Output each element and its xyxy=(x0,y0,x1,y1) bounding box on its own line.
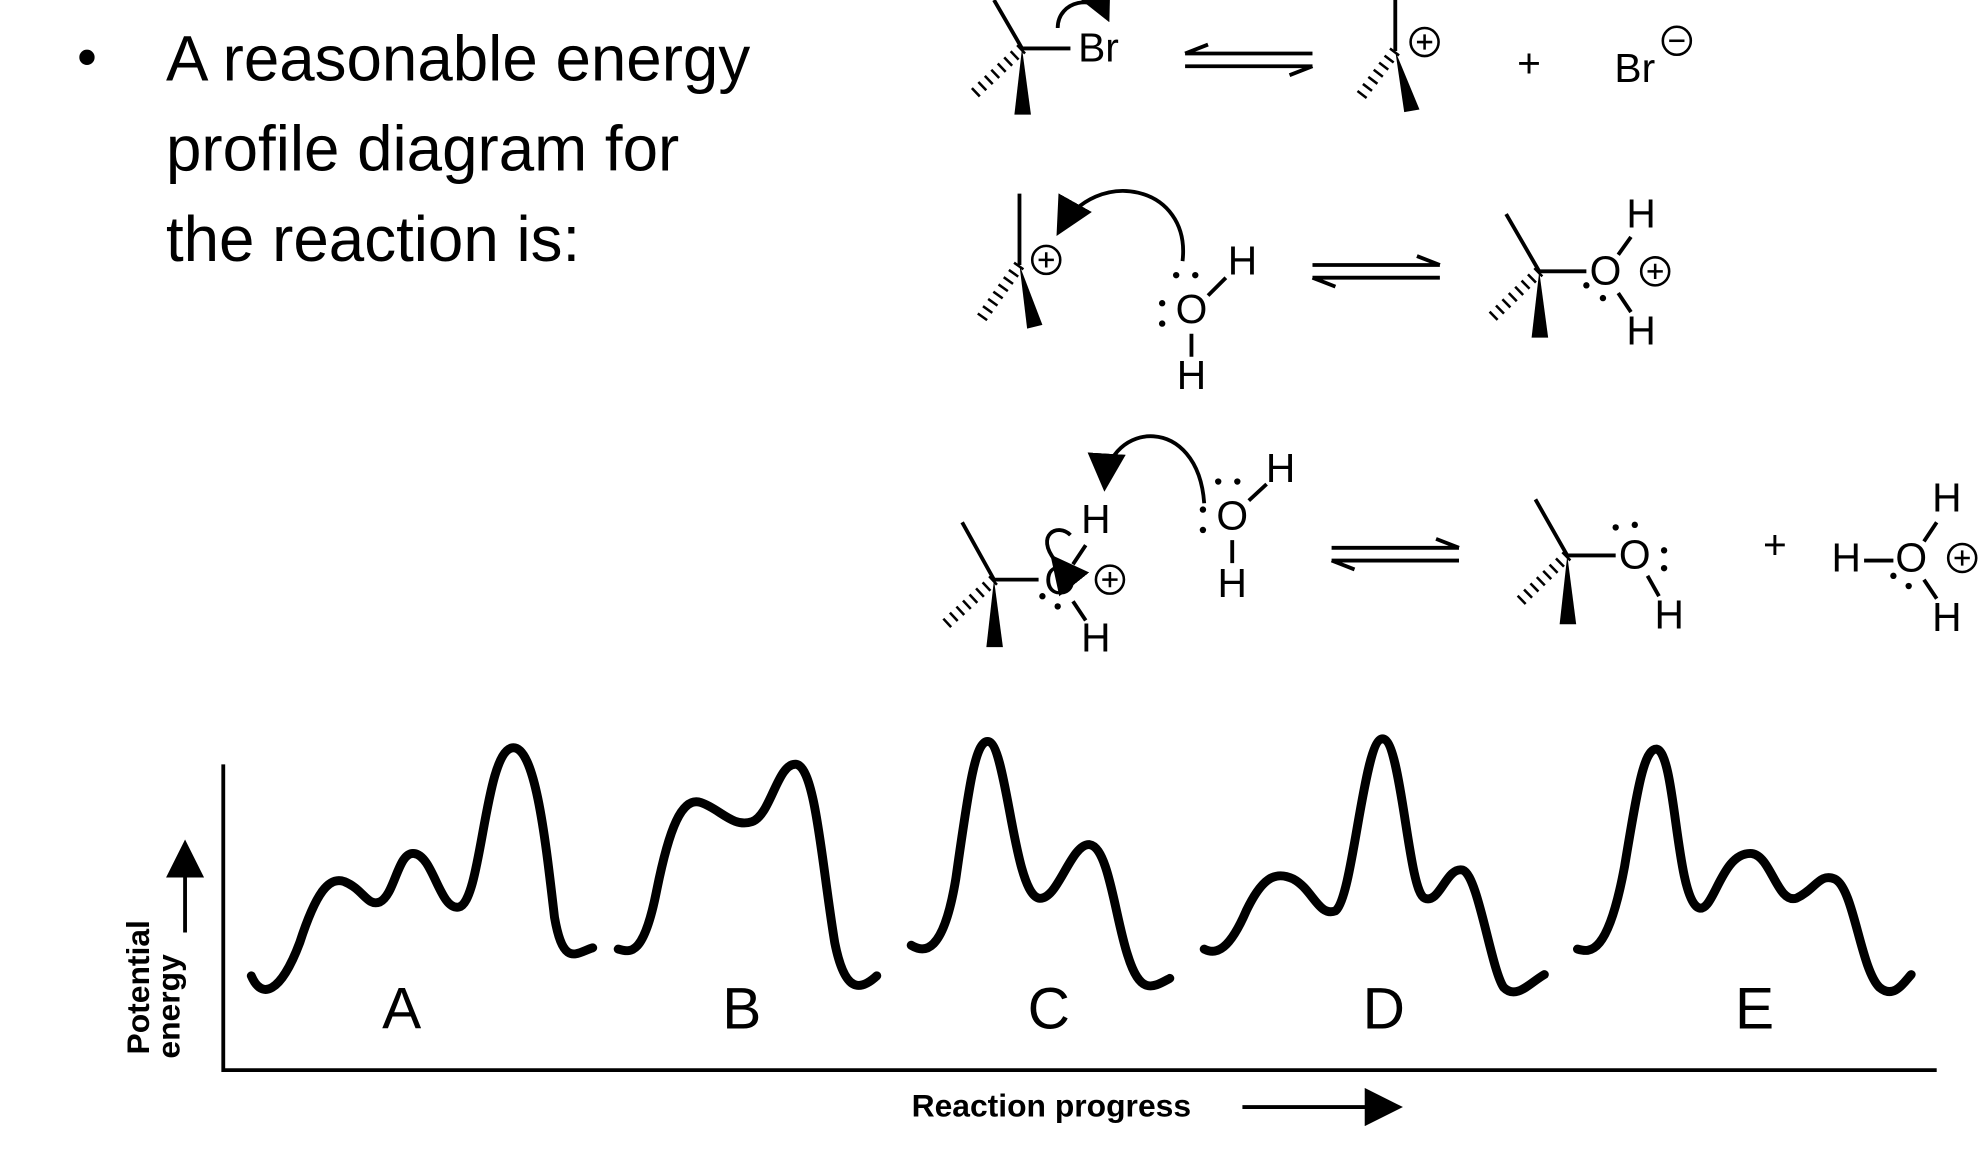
atom-label: H xyxy=(1832,534,1861,580)
step-3: H O H H O H O H + H H O H xyxy=(939,434,1978,661)
atom-label: O xyxy=(1590,248,1622,294)
energy-curve xyxy=(246,743,598,994)
atom-label: O xyxy=(1044,557,1076,603)
x-axis-label: Reaction progress xyxy=(912,1088,1191,1124)
energy-diagram: Potential energy Reaction progress A B C… xyxy=(120,734,1937,1127)
energy-curve xyxy=(613,759,882,990)
step-2: H O H H O H xyxy=(976,189,1671,398)
option-label: E xyxy=(1735,976,1774,1041)
atom-label: H xyxy=(1081,496,1110,542)
bullet-line: profile diagram for xyxy=(166,114,679,185)
bullet-line: A reasonable energy xyxy=(166,23,750,94)
option-label: C xyxy=(1028,976,1070,1041)
atom-label: O xyxy=(1216,492,1248,538)
y-axis-label: Potential xyxy=(120,920,156,1054)
atom-label: Br xyxy=(1614,45,1655,91)
plus-sign: + xyxy=(1763,522,1787,568)
atom-label: H xyxy=(1081,615,1110,661)
atom-label: H xyxy=(1932,594,1961,640)
atom-label: H xyxy=(1654,592,1683,638)
atom-label: O xyxy=(1619,532,1651,578)
energy-curve xyxy=(1573,744,1916,996)
atom-label: H xyxy=(1626,308,1655,354)
option-label: D xyxy=(1363,976,1405,1041)
energy-curve xyxy=(906,736,1175,991)
plus-sign: + xyxy=(1517,40,1541,86)
step-1: Br + Br xyxy=(967,0,1693,115)
atom-label: H xyxy=(1177,352,1206,398)
y-axis-label: energy xyxy=(150,954,186,1059)
atom-label: H xyxy=(1266,445,1295,491)
option-label: B xyxy=(722,976,761,1041)
bullet-dot xyxy=(79,49,95,65)
atom-label: H xyxy=(1228,237,1257,283)
bullet-line: the reaction is: xyxy=(166,204,580,275)
atom-label: H xyxy=(1932,474,1961,520)
atom-label: Br xyxy=(1078,25,1119,71)
atom-label: H xyxy=(1218,560,1247,606)
option-label: A xyxy=(382,976,421,1041)
atom-label: O xyxy=(1895,534,1927,580)
atom-label: O xyxy=(1176,286,1208,332)
atom-label: H xyxy=(1626,190,1655,236)
energy-curve xyxy=(1199,734,1549,997)
